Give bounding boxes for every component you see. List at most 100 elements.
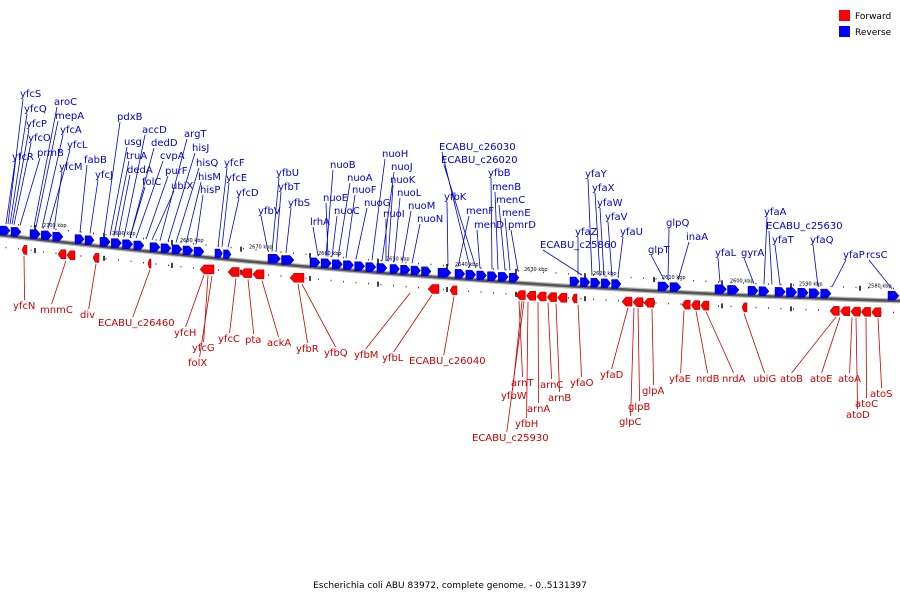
reverse-gene-arrow [309,257,321,268]
reverse-gene-arrow [10,227,22,237]
leader-line [247,279,255,335]
reverse-gene-arrow [498,272,509,282]
gene-label-nrda: nrdA [722,374,746,385]
gene-label-div: div [80,310,95,321]
forward-gene-arrow [571,293,578,304]
gene-label-nuoc: nuoC [334,206,360,217]
scale-label-2580-kbp: 2580 kbp [868,284,892,290]
leader-line [365,292,411,350]
reverse-gene-arrow [727,285,740,295]
leader-line [637,308,640,402]
reverse-gene-arrow [611,279,622,289]
leader-line [355,207,368,259]
gene-label-yfaw: yfaW [597,198,623,209]
reverse-gene-arrow [320,258,332,269]
leader-line [547,302,552,380]
leader-line [337,182,351,258]
leader-line [393,294,433,353]
legend-swatch-forward [839,10,850,21]
gene-label-nuok: nuoK [390,175,416,186]
gene-label-nuom: nuoM [408,201,435,212]
reverse-gene-arrow [797,288,809,298]
leader-line [763,216,768,285]
gene-label-prmb: prmB [37,148,64,159]
gene-label-trua: truA [126,151,147,162]
leader-line [9,113,28,225]
forward-gene-arrow [643,298,655,308]
forward-gene-arrow [546,292,557,302]
reverse-gene-arrow [714,284,727,295]
leader-line [113,160,130,236]
label-leaders [5,98,893,433]
gene-label-ecabu-c26460: ECABU_c26460 [98,318,175,329]
gene-label-nuoa: nuoA [347,173,373,184]
forward-gene-arrow [252,269,265,280]
gene-label-gyra: gyrA [741,248,764,259]
gene-label-nuoh: nuoH [382,149,408,160]
gene-label-ecabu-c26040: ECABU_c26040 [409,356,486,367]
gene-label-rcsc: rcsC [866,250,888,261]
gene-label-yfce: yfcE [226,173,247,184]
leader-line [23,255,25,301]
leader-line [5,161,16,224]
gene-label-yfbb: yfbB [488,168,511,179]
gene-label-yfbs: yfbS [288,198,310,209]
leader-line [542,249,583,276]
leader-line [297,283,308,344]
reverse-gene-arrow [657,281,670,292]
reverse-gene-arrow [41,230,53,241]
gene-label-yfat: yfaT [772,235,795,246]
forward-gene-arrow [515,290,526,300]
leader-line [129,186,146,238]
gene-label-yfcj: yfcJ [95,170,113,181]
leader-line [325,169,334,257]
gene-label-hisj: hisJ [192,143,209,154]
forward-gene-arrow [741,302,748,313]
gene-label-nuol: nuoL [397,188,422,199]
leader-line [103,121,121,235]
leader-line [457,215,470,267]
gene-label-folc: folC [142,177,161,188]
gene-label-yfcn: yfcN [13,301,35,312]
gene-label-ubix: ubiX [171,181,193,192]
leader-line [476,229,481,269]
gene-label-menc: menC [496,195,525,206]
gene-label-glpt: glpT [648,245,670,256]
gene-label-nuon: nuoN [417,214,443,225]
gene-label-yfap: yfaP [843,250,865,261]
leader-line [537,302,539,404]
gene-label-yfbl: yfbL [382,353,404,364]
gene-label-yfcc: yfcC [218,334,240,345]
gene-label-yfbw: yfbW [501,391,527,402]
gene-label-argt: argT [184,129,207,140]
leader-line [494,191,499,270]
leader-line [381,171,395,262]
leader-line [129,147,155,238]
gene-label-arna: arnA [527,404,550,415]
gene-label-yfcf: yfcF [224,158,245,169]
reverse-gene-arrow [84,235,95,245]
reverse-gene-arrow [421,266,432,277]
reverse-gene-arrow [747,285,759,296]
scale-label-2640-kbp: 2640 kbp [455,262,479,268]
leader-line [203,275,209,343]
gene-label-fabb: fabB [84,155,107,166]
gene-label-mepa: mepA [55,111,84,122]
gene-label-arnb: arnB [548,393,571,404]
reverse-gene-arrow [786,287,798,298]
gene-label-nuoi: nuoI [383,209,405,220]
reverse-gene-arrow [122,239,134,250]
gene-label-yfcl: yfcL [67,140,88,151]
forward-gene-arrow [621,296,633,307]
leader-line [221,182,230,247]
gene-label-yfaq: yfaQ [810,235,834,246]
leader-line [331,215,338,257]
reverse-gene-arrow [669,282,682,292]
leader-line [667,227,670,280]
reverse-gene-arrow [267,254,281,264]
leader-line [145,175,169,240]
gene-label-yfao: yfaO [570,378,594,389]
legend-label-reverse: Reverse [855,28,892,38]
leader-line [617,236,624,278]
reverse-gene-arrow [376,263,388,273]
